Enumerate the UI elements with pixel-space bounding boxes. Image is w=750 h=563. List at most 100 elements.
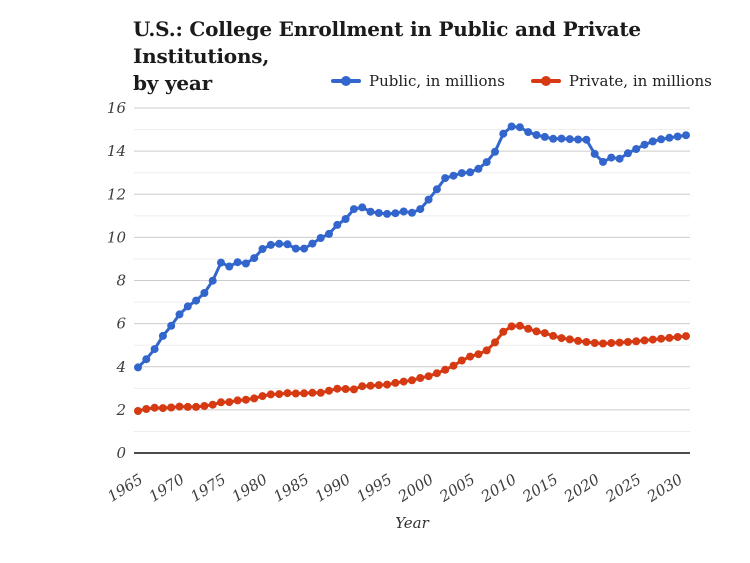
data-point-public[interactable] (225, 262, 234, 271)
data-point-private[interactable] (349, 385, 358, 394)
data-point-public[interactable] (291, 244, 300, 253)
data-point-public[interactable] (457, 169, 466, 178)
data-point-private[interactable] (441, 365, 450, 374)
data-point-public[interactable] (615, 154, 624, 163)
data-point-private[interactable] (134, 407, 142, 415)
data-point-public[interactable] (474, 164, 483, 173)
data-point-public[interactable] (134, 363, 142, 372)
data-point-private[interactable] (557, 334, 566, 343)
data-point-public[interactable] (416, 205, 425, 214)
data-point-private[interactable] (582, 338, 591, 346)
data-point-public[interactable] (441, 174, 450, 183)
data-point-public[interactable] (607, 153, 616, 162)
data-point-public[interactable] (574, 135, 583, 144)
data-point-public[interactable] (383, 209, 392, 218)
data-point-private[interactable] (623, 338, 632, 346)
data-point-public[interactable] (358, 203, 367, 212)
data-point-private[interactable] (208, 400, 217, 409)
data-point-public[interactable] (582, 135, 591, 144)
data-point-private[interactable] (416, 374, 425, 382)
data-point-private[interactable] (408, 376, 416, 385)
data-point-public[interactable] (325, 229, 333, 238)
data-point-public[interactable] (540, 132, 549, 141)
data-point-private[interactable] (391, 378, 400, 387)
data-point-private[interactable] (374, 381, 383, 390)
data-point-public[interactable] (167, 321, 176, 330)
data-point-private[interactable] (615, 338, 624, 347)
data-point-public[interactable] (565, 135, 574, 144)
data-point-private[interactable] (648, 335, 657, 344)
data-point-private[interactable] (532, 327, 541, 336)
data-point-public[interactable] (241, 259, 250, 268)
data-point-public[interactable] (341, 215, 350, 223)
data-point-private[interactable] (225, 398, 234, 407)
data-point-private[interactable] (590, 339, 599, 347)
data-point-private[interactable] (524, 324, 533, 333)
data-point-private[interactable] (457, 356, 466, 365)
data-point-public[interactable] (665, 133, 674, 142)
data-point-private[interactable] (142, 405, 151, 413)
data-point-public[interactable] (300, 244, 309, 253)
data-point-private[interactable] (167, 403, 176, 412)
data-point-private[interactable] (565, 335, 574, 344)
legend-item-private[interactable]: Private, in millions (530, 71, 712, 91)
data-point-public[interactable] (250, 254, 259, 263)
data-point-private[interactable] (499, 327, 508, 336)
data-point-private[interactable] (540, 329, 549, 338)
data-point-private[interactable] (192, 402, 201, 411)
data-point-private[interactable] (266, 390, 275, 399)
data-point-private[interactable] (258, 392, 267, 401)
data-point-private[interactable] (640, 336, 649, 345)
data-point-private[interactable] (300, 389, 309, 398)
data-point-private[interactable] (632, 337, 641, 346)
data-point-private[interactable] (482, 346, 491, 355)
data-point-private[interactable] (283, 389, 292, 398)
data-point-private[interactable] (424, 372, 433, 381)
data-point-private[interactable] (507, 322, 516, 331)
data-point-public[interactable] (316, 234, 325, 242)
data-point-private[interactable] (383, 380, 392, 389)
data-point-private[interactable] (158, 404, 167, 413)
data-point-public[interactable] (399, 207, 408, 216)
data-point-public[interactable] (333, 220, 342, 229)
data-point-private[interactable] (682, 332, 690, 341)
data-point-public[interactable] (515, 123, 524, 132)
data-point-private[interactable] (341, 385, 350, 393)
data-point-private[interactable] (449, 361, 458, 370)
data-point-public[interactable] (524, 128, 533, 137)
data-point-private[interactable] (333, 384, 342, 393)
data-point-private[interactable] (325, 386, 333, 395)
data-point-private[interactable] (673, 333, 682, 341)
data-point-public[interactable] (158, 331, 167, 340)
data-point-public[interactable] (258, 245, 267, 253)
data-point-public[interactable] (349, 205, 358, 214)
data-point-public[interactable] (599, 157, 607, 166)
data-point-public[interactable] (673, 132, 682, 141)
data-point-private[interactable] (474, 350, 483, 359)
data-point-private[interactable] (200, 402, 209, 410)
data-point-public[interactable] (275, 239, 284, 248)
data-point-private[interactable] (316, 388, 325, 397)
data-point-private[interactable] (665, 333, 674, 342)
data-point-private[interactable] (275, 390, 284, 399)
data-point-private[interactable] (358, 382, 367, 391)
data-point-public[interactable] (482, 158, 491, 167)
data-point-private[interactable] (217, 398, 225, 407)
data-point-public[interactable] (374, 209, 383, 217)
data-point-private[interactable] (366, 381, 375, 390)
data-point-public[interactable] (308, 239, 317, 248)
data-point-public[interactable] (549, 134, 558, 143)
data-point-public[interactable] (590, 149, 599, 158)
data-point-public[interactable] (682, 131, 690, 140)
data-point-public[interactable] (142, 355, 151, 364)
data-point-private[interactable] (241, 395, 250, 404)
data-point-public[interactable] (283, 240, 292, 249)
data-point-public[interactable] (408, 208, 416, 217)
data-point-public[interactable] (192, 296, 201, 305)
data-point-private[interactable] (432, 369, 441, 378)
data-point-private[interactable] (491, 338, 499, 347)
data-point-public[interactable] (424, 195, 433, 204)
data-point-public[interactable] (432, 185, 441, 194)
data-point-private[interactable] (291, 389, 300, 398)
data-point-private[interactable] (175, 402, 184, 411)
